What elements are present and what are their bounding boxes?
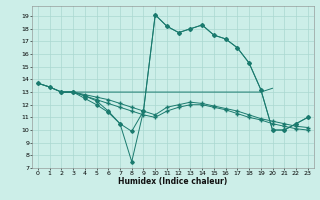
X-axis label: Humidex (Indice chaleur): Humidex (Indice chaleur) <box>118 177 228 186</box>
